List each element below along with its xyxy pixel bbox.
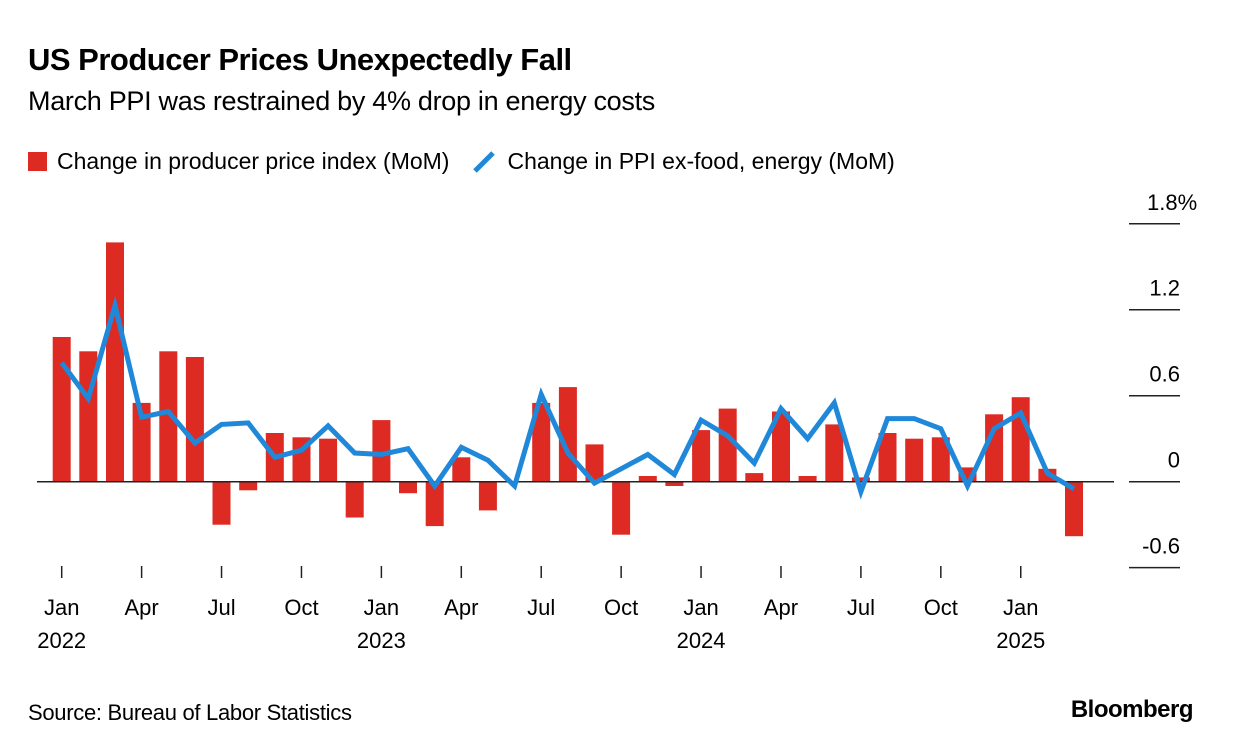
x-year-label: 2023 [357,628,406,653]
bar-2022-07 [212,481,231,525]
x-tick-label: Jul [847,595,875,620]
bar-2024-07 [851,477,870,482]
x-tick-label: Oct [604,595,638,620]
bar-2022-05 [159,351,178,482]
y-tick-label: 0 [1168,448,1180,473]
bar-2022-11 [319,438,338,482]
chart-subtitle: March PPI was restrained by 4% drop in e… [28,86,655,116]
brand-logo: Bloomberg [1070,696,1194,723]
y-axis: 1.8% 1.2 0.6 0 -0.6 [1129,190,1197,569]
chart-title: US Producer Prices Unexpectedly Fall [28,42,572,77]
bar-2022-12 [345,481,364,518]
y-tick-label: 1.8% [1147,190,1197,215]
bar-2025-01 [1011,397,1030,482]
legend: Change in producer price index (MoM) Cha… [28,148,917,175]
x-tick-label: Jan [683,595,718,620]
x-tick-label: Oct [924,595,958,620]
x-axis: Jan 2022 Apr Jul Oct Jan 2023 Apr Jul Oct Jan 2024 A… [37,566,1045,653]
bars-group [52,242,1083,537]
legend-label-core-ppi: Change in PPI ex-food, energy (MoM) [507,148,895,174]
bar-2024-09 [905,438,924,482]
bar-2023-11 [638,476,657,482]
bar-2024-05 [798,476,817,482]
bar-2023-07 [532,402,551,482]
bar-2023-01 [372,420,391,482]
bar-2024-10 [931,437,950,482]
bar-2023-05 [478,481,497,511]
bar-2023-03 [425,481,444,527]
x-tick-label: Jan [364,595,399,620]
bar-2022-04 [132,402,151,482]
legend-line-swatch-icon [473,150,496,173]
x-tick-label: Jul [527,595,555,620]
bar-2023-12 [665,481,684,486]
bar-2022-08 [239,481,258,491]
x-tick-label: Apr [124,595,158,620]
source-note: Source: Bureau of Labor Statistics [28,700,352,725]
bar-2022-03 [106,242,124,482]
bar-2024-01 [692,430,711,482]
legend-bar-swatch-icon [28,152,47,171]
y-tick-label: 0.6 [1149,362,1180,387]
bar-2023-09 [585,444,604,482]
x-tick-label: Apr [444,595,478,620]
y-tick-label: 1.2 [1149,276,1180,301]
bar-2023-10 [612,481,631,535]
bar-2023-04 [452,457,471,482]
bar-2024-12 [985,414,1004,482]
x-year-label: 2025 [996,628,1045,653]
bar-2022-01 [52,337,71,482]
x-year-label: 2022 [37,628,86,653]
bar-2024-08 [878,433,897,482]
y-tick-label: -0.6 [1142,534,1180,559]
line-series-group [59,295,1076,500]
x-tick-label: Jan [1003,595,1038,620]
x-tick-label: Jul [207,595,235,620]
bar-2024-03 [745,473,764,482]
bar-2025-03 [1065,481,1083,537]
bar-2024-02 [718,408,737,482]
x-tick-label: Jan [44,595,79,620]
x-tick-label: Oct [284,595,318,620]
bar-2024-06 [825,424,844,482]
legend-item-core-ppi: Change in PPI ex-food, energy (MoM) [471,148,895,175]
bar-2022-06 [185,357,204,482]
bar-2023-02 [399,481,417,494]
legend-label-ppi: Change in producer price index (MoM) [57,148,450,174]
legend-item-ppi: Change in producer price index (MoM) [28,148,449,175]
bar-2024-04 [772,411,790,482]
x-year-label: 2024 [677,628,726,653]
x-tick-label: Apr [764,595,798,620]
